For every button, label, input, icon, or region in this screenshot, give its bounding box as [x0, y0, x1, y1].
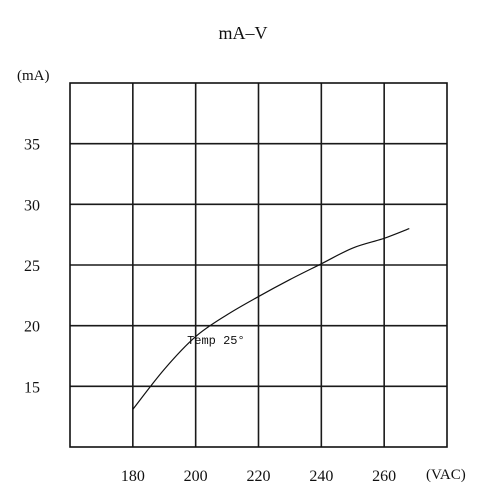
- series-line: [132, 228, 410, 410]
- y-axis-unit-label: (mA): [17, 68, 50, 84]
- y-axis-tick-labels: 15 20 25 30 35: [24, 137, 40, 397]
- x-tick-label-240: 240: [309, 468, 333, 485]
- x-axis-tick-labels: 180 200 220 240 260: [121, 468, 396, 485]
- x-tick-label-260: 260: [372, 468, 396, 485]
- y-tick-label-30: 30: [24, 197, 40, 214]
- plot-frame: [69, 82, 448, 448]
- temperature-annotation: Temp 25°: [187, 334, 245, 348]
- grid: [70, 83, 447, 447]
- y-tick-label-15: 15: [24, 379, 40, 396]
- x-axis-unit-label: (VAC): [426, 467, 466, 483]
- y-tick-label-35: 35: [24, 137, 40, 154]
- y-tick-label-20: 20: [24, 319, 40, 336]
- y-tick-label-25: 25: [24, 258, 40, 275]
- chart-title: mA–V: [219, 23, 268, 43]
- x-tick-label-180: 180: [121, 468, 145, 485]
- x-tick-label-220: 220: [247, 468, 271, 485]
- x-tick-label-200: 200: [184, 468, 208, 485]
